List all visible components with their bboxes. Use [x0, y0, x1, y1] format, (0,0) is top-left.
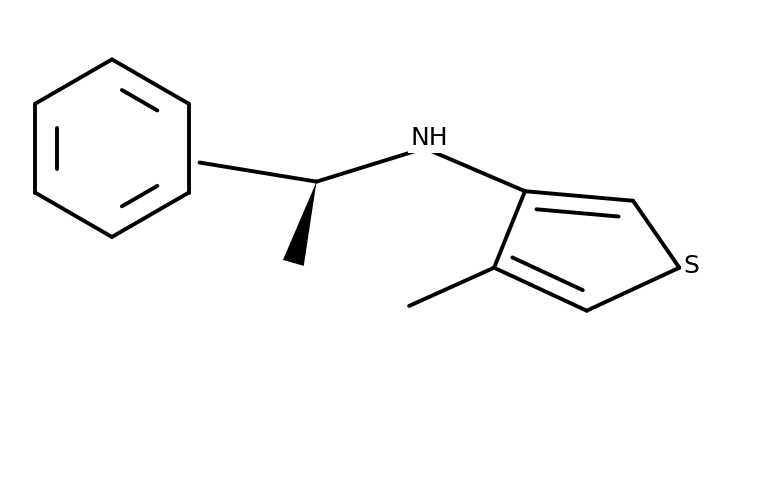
Polygon shape — [283, 182, 317, 266]
Text: NH: NH — [411, 126, 449, 150]
Text: S: S — [683, 254, 699, 278]
